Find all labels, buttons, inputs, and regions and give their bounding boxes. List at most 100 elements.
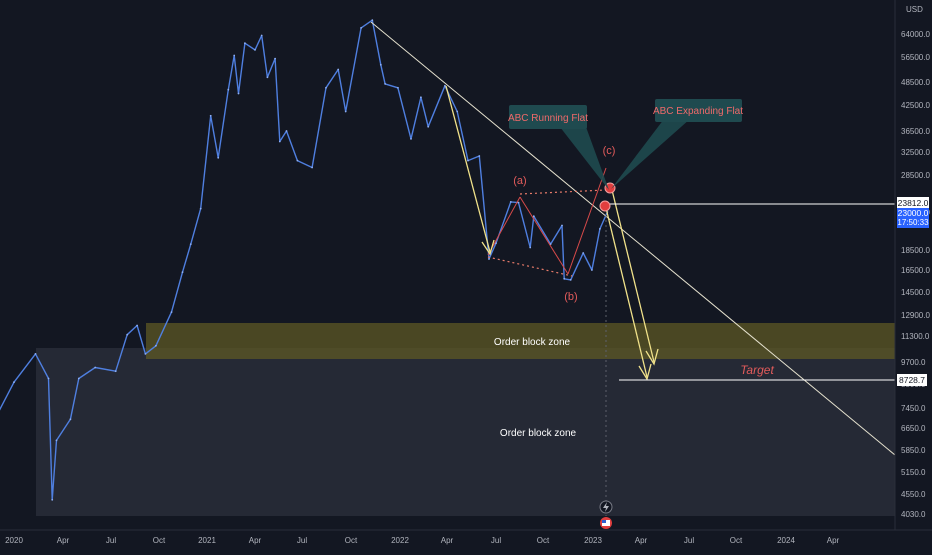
y-tick-label: 18500.0 xyxy=(901,246,930,255)
y-tick-label: 16500.0 xyxy=(901,266,930,275)
price-point xyxy=(599,228,601,230)
price-point xyxy=(517,201,520,204)
order-block-zone-lower xyxy=(36,348,895,516)
x-tick-label: Apr xyxy=(57,536,70,545)
x-tick-label: Oct xyxy=(730,536,743,545)
price-point xyxy=(344,110,347,113)
target-price-tag: 8728.7 xyxy=(897,374,927,386)
price-point xyxy=(561,224,563,227)
y-tick-label: 6650.0 xyxy=(901,424,926,433)
price-point xyxy=(410,138,412,140)
y-tick-label: 9700.0 xyxy=(901,358,926,367)
price-point xyxy=(495,242,497,245)
price-point xyxy=(569,279,572,281)
price-point xyxy=(488,258,490,260)
last-price-tag: 23000.0 17:50:33 xyxy=(897,208,929,228)
y-tick-label: 12900.0 xyxy=(901,311,930,320)
x-tick-label: Apr xyxy=(249,536,262,545)
y-tick-label: 14500.0 xyxy=(901,288,930,297)
target-label: Target xyxy=(740,363,774,377)
price-point xyxy=(379,63,382,66)
price-series-layer xyxy=(0,19,609,501)
price-point xyxy=(217,156,220,159)
x-tick-label: Oct xyxy=(537,536,550,545)
y-tick-label: 36500.0 xyxy=(901,127,930,136)
wave-a-label: (a) xyxy=(513,175,526,187)
y-tick-label: 42500.0 xyxy=(901,101,930,110)
price-point xyxy=(170,311,173,313)
y-tick-label: 4550.0 xyxy=(901,490,926,499)
price-point xyxy=(591,269,593,271)
projection-arrow-3 xyxy=(605,207,652,381)
x-tick-label: Jul xyxy=(106,536,116,545)
wave-a-dotted-line xyxy=(519,189,607,195)
wave-c-label: (c) xyxy=(603,145,616,157)
order-block-upper-label: Order block zone xyxy=(494,337,571,348)
price-point xyxy=(397,86,399,89)
price-point xyxy=(244,42,246,45)
wave-c-marker xyxy=(604,182,616,194)
price-point xyxy=(360,27,362,29)
x-tick-label: 2020 xyxy=(5,536,23,545)
price-point xyxy=(456,110,459,113)
price-point xyxy=(274,57,276,60)
wave-b-leg xyxy=(519,196,569,275)
currency-label: USD xyxy=(906,5,923,14)
price-point xyxy=(529,246,532,249)
x-tick-label: Jul xyxy=(297,536,307,545)
price-point xyxy=(427,125,430,128)
price-point xyxy=(13,381,15,384)
y-tick-label: 56500.0 xyxy=(901,53,930,62)
price-point xyxy=(478,155,481,157)
price-point xyxy=(254,49,256,51)
price-point xyxy=(34,353,37,355)
price-point xyxy=(582,252,585,254)
price-point xyxy=(325,86,327,89)
countdown-tag-text: 17:50:33 xyxy=(897,218,929,227)
price-point xyxy=(181,271,184,274)
price-point xyxy=(285,130,288,132)
current-price-tag: 23812.0 xyxy=(897,197,929,209)
flash-event-icon[interactable] xyxy=(599,500,613,514)
price-point xyxy=(420,96,422,99)
price-point xyxy=(296,159,299,162)
price-point xyxy=(260,34,263,37)
wave-b-label: (b) xyxy=(564,291,577,303)
y-tick-label: 7450.0 xyxy=(901,404,926,413)
price-point xyxy=(69,418,72,421)
callout-expanding-flat: ABC Expanding Flat xyxy=(611,99,743,189)
price-point xyxy=(233,54,236,57)
price-point xyxy=(51,498,54,501)
price-point xyxy=(467,159,469,162)
y-tick-label: 5150.0 xyxy=(901,468,926,477)
y-tick-label: 28500.0 xyxy=(901,171,930,180)
us-flag-event-icon[interactable] xyxy=(600,517,612,529)
wave-b-dotted-line xyxy=(487,256,573,277)
running-flat-label: ABC Running Flat xyxy=(508,113,588,124)
price-point xyxy=(199,207,202,210)
price-point xyxy=(114,370,117,373)
y-tick-label: 4030.0 xyxy=(901,510,926,519)
price-point xyxy=(278,140,281,143)
last-price-tag-text: 23000.0 xyxy=(898,208,929,218)
price-point xyxy=(227,88,230,91)
y-tick-label: 48500.0 xyxy=(901,78,930,87)
price-point xyxy=(444,84,446,87)
wave-a-leg xyxy=(487,196,521,256)
y-tick-label: 5850.0 xyxy=(901,446,926,455)
price-point xyxy=(136,324,139,327)
x-axis: 2020 Apr Jul Oct 2021 Apr Jul Oct 2022 Apr Jul Oct 2… xyxy=(5,536,839,545)
x-tick-label: Apr xyxy=(827,536,840,545)
x-tick-label: Oct xyxy=(345,536,358,545)
price-point xyxy=(337,68,340,71)
descending-trendline xyxy=(370,21,896,456)
x-tick-label: 2023 xyxy=(584,536,602,545)
price-point xyxy=(189,243,192,246)
price-point xyxy=(144,353,147,355)
price-point xyxy=(237,92,240,95)
x-tick-label: 2024 xyxy=(777,536,795,545)
price-point xyxy=(384,83,386,85)
x-tick-label: 2021 xyxy=(198,536,216,545)
